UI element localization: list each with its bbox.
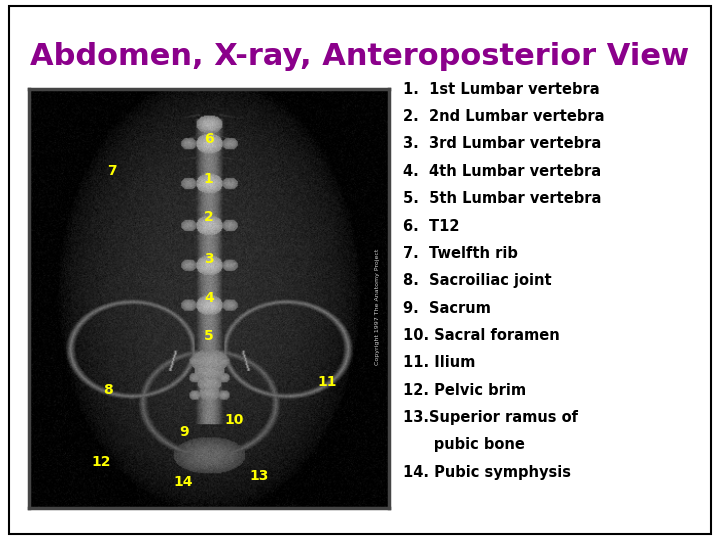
Text: 3.  3rd Lumbar vertebra: 3. 3rd Lumbar vertebra (402, 137, 601, 151)
Text: 7.  Twelfth rib: 7. Twelfth rib (402, 246, 518, 261)
Text: 8: 8 (103, 383, 113, 397)
Text: 9.  Sacrum: 9. Sacrum (402, 301, 490, 315)
Text: 5: 5 (204, 329, 214, 343)
Text: 3: 3 (204, 252, 214, 266)
Text: 6.  T12: 6. T12 (402, 219, 459, 233)
Text: 11. Ilium: 11. Ilium (402, 355, 475, 370)
Text: 14. Pubic symphysis: 14. Pubic symphysis (402, 465, 571, 480)
Text: 8.  Sacroiliac joint: 8. Sacroiliac joint (402, 273, 552, 288)
Text: Copyright 1997 The Anatomy Project: Copyright 1997 The Anatomy Project (376, 248, 380, 365)
Text: 2: 2 (204, 210, 214, 224)
Text: 13.Superior ramus of: 13.Superior ramus of (402, 410, 577, 425)
Text: 11: 11 (318, 375, 338, 389)
Text: 4: 4 (204, 292, 214, 305)
Text: 12. Pelvic brim: 12. Pelvic brim (402, 383, 526, 397)
Text: 12: 12 (91, 455, 111, 469)
Text: 5.  5th Lumbar vertebra: 5. 5th Lumbar vertebra (402, 191, 601, 206)
Text: 9: 9 (179, 426, 189, 439)
Text: Abdomen, X-ray, Anteroposterior View: Abdomen, X-ray, Anteroposterior View (30, 42, 690, 71)
Text: 7: 7 (107, 164, 117, 178)
Text: 2.  2nd Lumbar vertebra: 2. 2nd Lumbar vertebra (402, 109, 604, 124)
Text: 4.  4th Lumbar vertebra: 4. 4th Lumbar vertebra (402, 164, 600, 179)
Text: 13: 13 (250, 469, 269, 483)
Text: 1: 1 (204, 172, 214, 186)
Text: 10: 10 (225, 413, 243, 427)
Text: pubic bone: pubic bone (402, 437, 525, 453)
Text: 10. Sacral foramen: 10. Sacral foramen (402, 328, 559, 343)
Text: 1.  1st Lumbar vertebra: 1. 1st Lumbar vertebra (402, 82, 599, 97)
Text: 14: 14 (174, 476, 194, 489)
Text: 6: 6 (204, 132, 214, 146)
